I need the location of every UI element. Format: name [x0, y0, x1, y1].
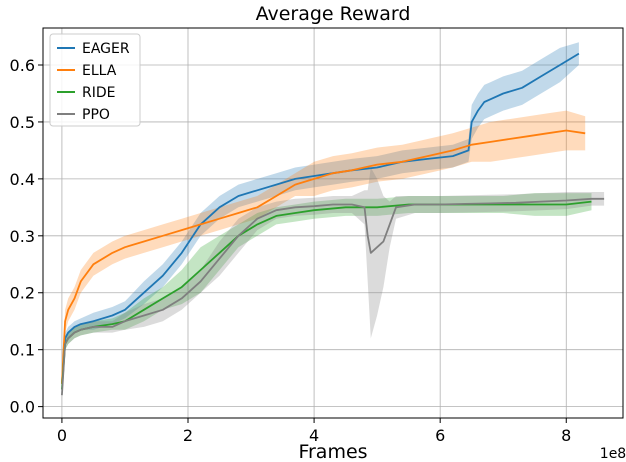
- x-tick-label: 8: [561, 426, 571, 445]
- band-ella: [61, 110, 586, 390]
- legend-label-ppo: PPO: [82, 107, 110, 123]
- line-ella: [61, 129, 586, 384]
- y-tick-label: 0.1: [10, 341, 35, 360]
- x-axis-label: Frames: [298, 441, 367, 462]
- y-tick-label: 0.3: [10, 227, 35, 246]
- legend-label-ella: ELLA: [82, 63, 117, 79]
- legend-label-ride: RIDE: [82, 85, 115, 101]
- chart-title: Average Reward: [256, 3, 411, 25]
- x-tick-label: 2: [183, 426, 193, 445]
- x-axis-ticks: 0 2 4 6 8: [57, 418, 571, 445]
- y-tick-label: 0.6: [10, 56, 35, 75]
- line-eager: [61, 52, 580, 384]
- y-tick-label: 0.0: [10, 398, 35, 417]
- band-eager: [61, 42, 579, 390]
- y-tick-label: 0.4: [10, 170, 35, 189]
- series-lines: [61, 52, 605, 396]
- y-tick-label: 0.2: [10, 284, 35, 303]
- y-tick-label: 0.5: [10, 113, 35, 132]
- x-tick-label: 6: [435, 426, 445, 445]
- x-tick-label: 0: [57, 426, 67, 445]
- line-ppo: [61, 197, 605, 396]
- legend-label-eager: EAGER: [82, 41, 130, 57]
- x-tick-label: 4: [309, 426, 319, 445]
- legend: EAGER ELLA RIDE PPO: [49, 33, 141, 127]
- band-ride: [61, 193, 592, 396]
- y-axis-ticks: 0.0 0.1 0.2 0.3 0.4 0.5 0.6: [10, 56, 43, 417]
- plot-frame: [42, 27, 624, 419]
- confidence-bands: [61, 42, 605, 401]
- x-axis-offset-label: 1e8: [600, 446, 626, 462]
- legend-box: [49, 33, 141, 127]
